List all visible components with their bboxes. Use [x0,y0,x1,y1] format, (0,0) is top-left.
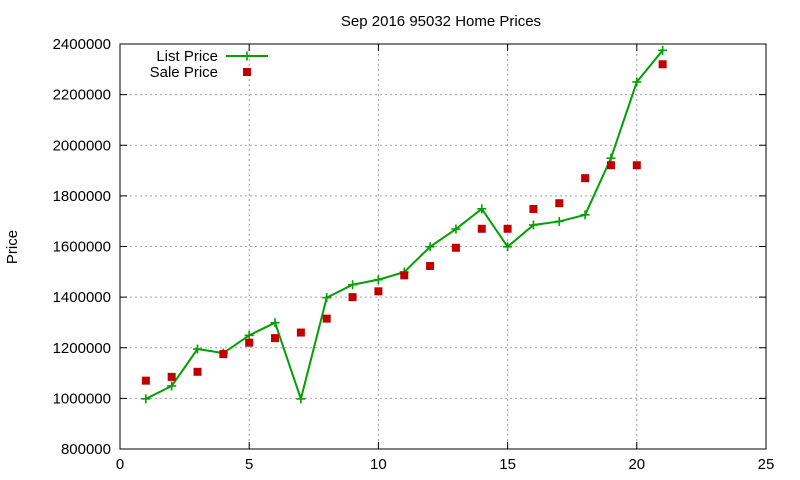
chart-title: Sep 2016 95032 Home Prices [341,13,541,30]
y-tick-label: 1200000 [53,340,111,357]
legend-label: List Price [156,48,218,65]
data-point [554,216,564,226]
x-tick-label: 10 [370,456,387,473]
data-point [632,77,642,87]
data-point [244,330,254,340]
data-point [477,224,486,233]
legend-marker [243,68,251,76]
x-tick-label: 5 [245,456,253,473]
data-point [606,153,616,163]
data-point [632,161,641,170]
y-tick-label: 2200000 [53,87,111,104]
data-point [141,376,150,385]
data-point [658,45,668,55]
data-point [477,204,487,214]
data-point [529,205,538,214]
data-point [425,242,435,252]
series-sale-price [141,60,667,385]
data-point [296,394,306,404]
data-point [555,199,564,208]
data-point [270,318,280,328]
series-list-price [141,45,668,404]
data-point [503,224,512,233]
y-tick-label: 2400000 [53,36,111,53]
data-point [503,242,513,252]
data-point [193,344,203,354]
y-axis-label: Price [4,230,21,264]
plot-border [119,43,767,450]
data-point [322,293,332,303]
data-point [348,280,358,290]
data-point [658,60,667,69]
grid-lines [120,44,766,449]
data-point [322,314,331,323]
data-point [400,271,409,280]
data-point [271,334,280,343]
data-point [528,220,538,230]
x-tick-label: 25 [758,456,775,473]
data-point [451,224,461,234]
y-tick-label: 1800000 [53,188,111,205]
data-point [219,350,228,359]
y-tick-label: 1600000 [53,239,111,256]
x-tick-label: 20 [628,456,645,473]
data-point [245,338,254,347]
data-point [451,243,460,252]
data-point [167,381,177,391]
legend-marker [242,51,252,61]
x-tick-label: 15 [499,456,516,473]
data-point [374,287,383,296]
y-tick-label: 2000000 [53,137,111,154]
data-point [167,372,176,381]
series-line [145,49,664,403]
axis-ticks: 0 5 10 15 20 25 800000 1000000 1200000 1400000 160… [53,36,775,473]
data-point [581,174,590,183]
legend-label: Sale Price [150,64,218,81]
y-tick-label: 1400000 [53,289,111,306]
data-point [373,275,383,285]
y-tick-label: 1000000 [53,390,111,407]
data-point [193,367,202,376]
data-point [580,210,590,220]
data-point [141,394,151,404]
data-point [296,328,305,337]
x-tick-label: 0 [116,456,124,473]
data-point [348,293,357,302]
data-series [141,45,668,404]
y-tick-label: 800000 [61,441,111,458]
data-point [606,161,615,170]
data-point [426,261,435,270]
